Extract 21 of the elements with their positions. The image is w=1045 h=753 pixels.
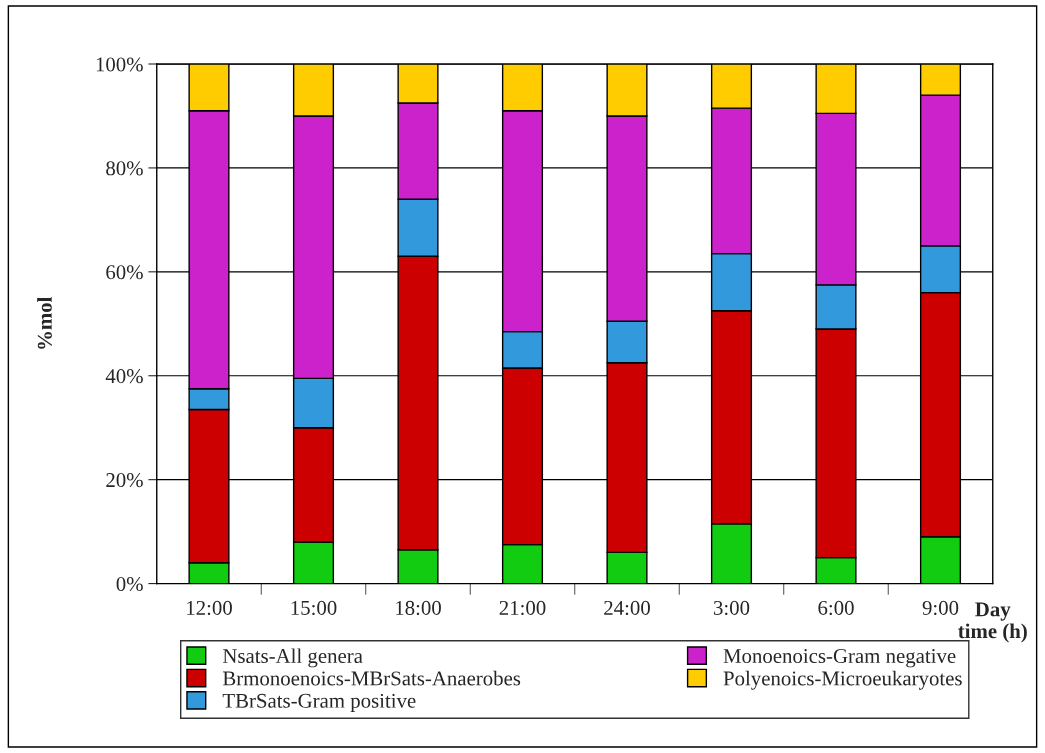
legend-label: TBrSats-Gram positive <box>222 693 416 713</box>
legend-label: Monoenoics-Gram negative <box>723 649 956 668</box>
x-tick-label: 15:00 <box>291 600 337 615</box>
x-tick-label: 3:00 <box>713 600 750 615</box>
x-axis-title: Day time (h) <box>958 602 1027 643</box>
x-tick-label: 21:00 <box>499 600 546 615</box>
x-tick-label: 9:00 <box>922 600 959 615</box>
x-tick-label: 6:00 <box>818 600 854 615</box>
y-tick-label: 20% <box>106 473 143 488</box>
y-tick-label: 40% <box>105 369 143 384</box>
legend-label: Polyenoics-Microeukaryotes <box>723 670 962 690</box>
x-tick-label: 18:00 <box>396 600 441 615</box>
y-tick-label: 100% <box>96 57 143 72</box>
legend-label: Nsats-All genera <box>222 648 363 668</box>
x-tick-label: 12:00 <box>187 600 232 615</box>
legend-label: Brmonoenoics-MBrSats-Anaerobes <box>222 670 521 686</box>
y-tick-label: 80% <box>106 161 143 176</box>
x-tick-label: 24:00 <box>604 600 650 615</box>
y-tick-label: 60% <box>106 265 143 280</box>
y-axis-title: %mol <box>37 296 52 349</box>
y-tick-label: 0% <box>116 576 143 592</box>
